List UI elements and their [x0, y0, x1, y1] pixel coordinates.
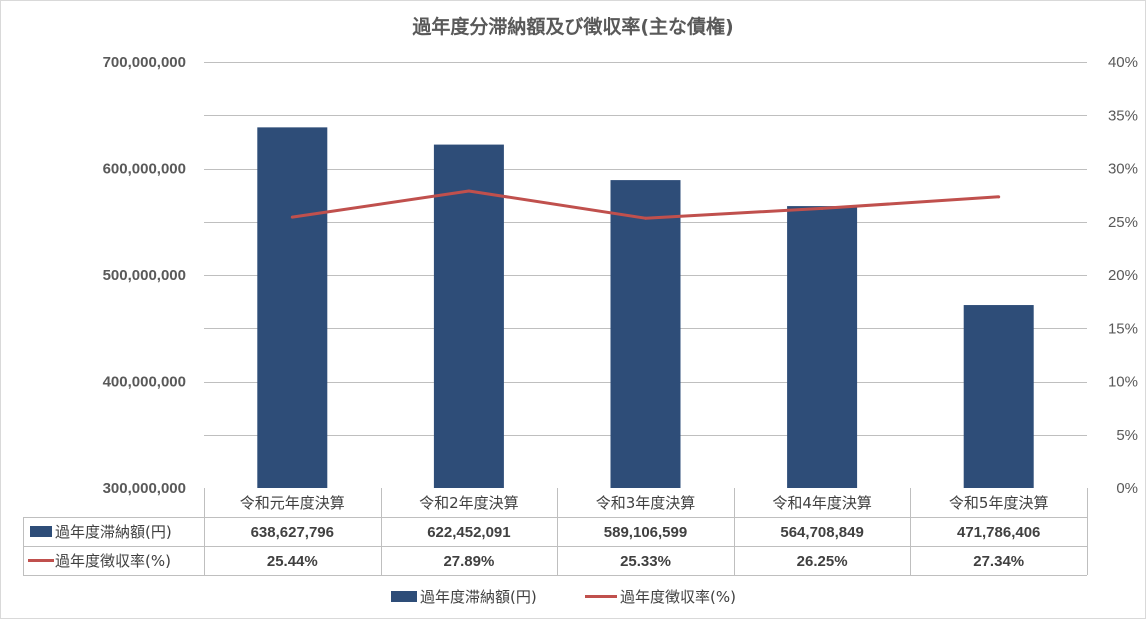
- x-category-label: 令和4年度決算: [772, 494, 872, 512]
- x-category-label: 令和5年度決算: [949, 494, 1049, 512]
- table-legend-key-bar: [30, 526, 52, 537]
- line-point: [997, 195, 1001, 199]
- line-point: [467, 189, 471, 193]
- bar: [257, 127, 328, 489]
- x-category-label: 令和元年度決算: [240, 494, 345, 512]
- table-cell-value: 589,106,599: [604, 524, 687, 541]
- y-right-tick-label: 25%: [1108, 214, 1138, 231]
- y-right-tick-label: 35%: [1108, 107, 1138, 124]
- y-left-tick-label: 400,000,000: [103, 374, 186, 391]
- table-cell-value: 564,708,849: [780, 524, 863, 541]
- y-right-tick-label: 5%: [1116, 427, 1138, 444]
- chart-title: 過年度分滞納額及び徴収率(主な債権): [412, 15, 733, 38]
- y-right-tick-label: 15%: [1108, 320, 1138, 337]
- table-cell-value: 25.44%: [267, 553, 318, 570]
- y-left-tick-label: 500,000,000: [103, 267, 186, 284]
- line-point: [820, 206, 824, 210]
- bar: [610, 180, 681, 488]
- table-cell-value: 471,786,406: [957, 524, 1040, 541]
- legend-label: 過年度徴収率(%): [620, 588, 736, 606]
- table-cell-value: 27.34%: [973, 553, 1024, 570]
- x-category-label: 令和3年度決算: [596, 494, 696, 512]
- y-right-tick-label: 30%: [1108, 161, 1138, 178]
- table-row-label: 過年度滞納額(円): [55, 523, 172, 541]
- table-cell-value: 26.25%: [797, 553, 848, 570]
- y-right-tick-label: 40%: [1108, 54, 1138, 71]
- bar: [787, 206, 858, 488]
- bar: [963, 305, 1034, 488]
- y-left-tick-label: 600,000,000: [103, 161, 186, 178]
- line-point: [644, 216, 647, 220]
- y-right-tick-label: 10%: [1108, 374, 1138, 391]
- y-left-tick-label: 700,000,000: [103, 54, 186, 71]
- x-category-label: 令和2年度決算: [419, 494, 519, 512]
- table-cell-value: 27.89%: [443, 553, 494, 570]
- table-cell-value: 622,452,091: [427, 524, 510, 541]
- bar: [433, 144, 504, 489]
- legend-key-bar: [391, 591, 417, 602]
- line-point: [290, 215, 294, 219]
- table-row-label: 過年度徴収率(%): [55, 552, 171, 570]
- y-left-tick-label: 300,000,000: [103, 480, 186, 497]
- table-cell-value: 638,627,796: [251, 524, 334, 541]
- y-right-tick-label: 0%: [1116, 480, 1138, 497]
- legend-label: 過年度滞納額(円): [420, 588, 537, 606]
- table-cell-value: 25.33%: [620, 553, 671, 570]
- y-right-tick-label: 20%: [1108, 267, 1138, 284]
